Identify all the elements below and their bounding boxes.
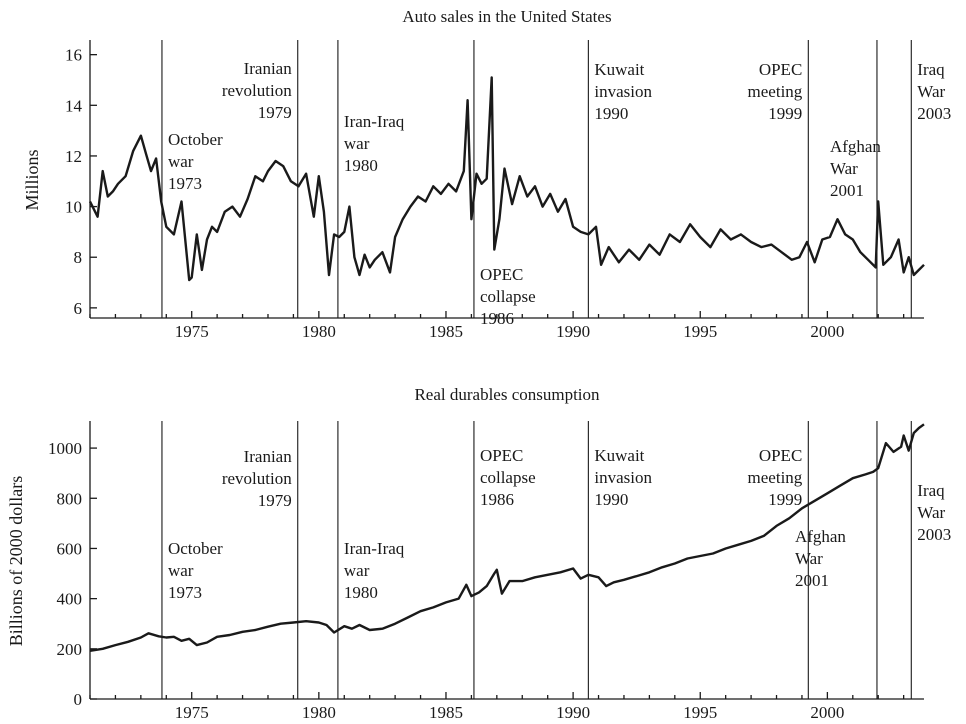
- y-tick-label: 14: [65, 96, 83, 115]
- event-label-line: collapse: [480, 468, 536, 487]
- event-label-line: 2001: [795, 571, 829, 590]
- event-label-line: 1973: [168, 174, 202, 193]
- x-tick-label: 1980: [302, 322, 336, 341]
- y-axis-label: Billions of 2000 dollars: [6, 476, 26, 647]
- event-label-line: war: [344, 134, 370, 153]
- chart-title: Auto sales in the United States: [402, 7, 611, 26]
- durables-consumption-chart: Real durables consumption Billions of 200…: [6, 385, 951, 722]
- event-label-line: War: [917, 82, 945, 101]
- event-label: OPEC collapse 1986: [480, 265, 536, 328]
- x-tick-label: 1995: [683, 322, 717, 341]
- event-label: Kuwait invasion 1990: [594, 446, 652, 509]
- event-label-line: War: [917, 503, 945, 522]
- event-label-line: Iraq: [917, 481, 945, 500]
- y-tick-label: 8: [74, 248, 83, 267]
- event-label-line: 2003: [917, 104, 951, 123]
- event-label: Iraq War 2003: [917, 481, 951, 544]
- event-label: Iraq War 2003: [917, 60, 951, 123]
- x-tick-label: 2000: [810, 322, 844, 341]
- x-tick-label: 1975: [175, 703, 209, 722]
- event-label: Afghan War 2001: [830, 137, 881, 200]
- event-label-line: 1990: [594, 104, 628, 123]
- event-label-line: 1999: [768, 490, 802, 509]
- x-tick-label: 1975: [175, 322, 209, 341]
- y-tick-label: 1000: [48, 439, 82, 458]
- event-label-line: 1979: [258, 103, 292, 122]
- x-tick-label: 1990: [556, 322, 590, 341]
- x-tick-label: 1990: [556, 703, 590, 722]
- event-label: Iranian revolution 1979: [222, 59, 292, 122]
- series-line: [88, 76, 925, 282]
- event-label-line: collapse: [480, 287, 536, 306]
- event-label-line: Kuwait: [594, 446, 644, 465]
- y-tick-label: 16: [65, 46, 82, 65]
- event-label-line: War: [795, 549, 823, 568]
- series-line: [89, 423, 925, 652]
- event-label-line: Afghan: [830, 137, 881, 156]
- x-tick-label: 1985: [429, 703, 463, 722]
- event-label: Afghan War 2001: [795, 527, 846, 590]
- event-label-line: 1986: [480, 309, 514, 328]
- y-tick-label: 600: [57, 539, 83, 558]
- event-label-line: meeting: [748, 82, 803, 101]
- event-label-line: Iran-Iraq: [344, 539, 405, 558]
- event-label-line: War: [830, 159, 858, 178]
- event-label-line: OPEC: [480, 265, 523, 284]
- event-label-line: Afghan: [795, 527, 846, 546]
- event-label: Iran-Iraq war 1980: [344, 112, 405, 175]
- y-tick-label: 6: [74, 299, 83, 318]
- event-label: OPEC meeting 1999: [748, 446, 803, 509]
- event-label-line: OPEC: [480, 446, 523, 465]
- y-tick-label: 0: [74, 690, 83, 709]
- event-label: October war 1973: [168, 130, 223, 193]
- event-label-line: invasion: [594, 82, 652, 101]
- event-label-line: OPEC: [759, 60, 802, 79]
- event-label-line: war: [168, 152, 194, 171]
- event-label-line: invasion: [594, 468, 652, 487]
- event-label: Iranian revolution 1979: [222, 447, 292, 510]
- event-label-line: 2003: [917, 525, 951, 544]
- event-label-line: 1999: [768, 104, 802, 123]
- y-tick-label: 12: [65, 147, 82, 166]
- event-label-line: Iraq: [917, 60, 945, 79]
- x-tick-label: 1980: [302, 703, 336, 722]
- event-label-line: war: [344, 561, 370, 580]
- event-label: Kuwait invasion 1990: [594, 60, 652, 123]
- event-label-line: 1980: [344, 583, 378, 602]
- event-label-line: revolution: [222, 469, 292, 488]
- event-label: OPEC collapse 1986: [480, 446, 536, 509]
- event-label-line: October: [168, 130, 223, 149]
- y-tick-label: 10: [65, 198, 82, 217]
- chart-title: Real durables consumption: [414, 385, 600, 404]
- event-label-line: 1973: [168, 583, 202, 602]
- event-label: October war 1973: [168, 539, 223, 602]
- event-label-line: meeting: [748, 468, 803, 487]
- event-label-line: Iran-Iraq: [344, 112, 405, 131]
- event-label-line: revolution: [222, 81, 292, 100]
- event-label-line: Iranian: [244, 59, 293, 78]
- x-tick-label: 2000: [810, 703, 844, 722]
- event-label-line: 1990: [594, 490, 628, 509]
- event-label-line: October: [168, 539, 223, 558]
- event-label-line: 1986: [480, 490, 514, 509]
- event-label-line: Iranian: [244, 447, 293, 466]
- y-tick-label: 200: [57, 640, 83, 659]
- y-axis-label: Millions: [22, 149, 42, 210]
- event-label-line: OPEC: [759, 446, 802, 465]
- x-tick-label: 1995: [683, 703, 717, 722]
- x-tick-label: 1985: [429, 322, 463, 341]
- y-tick-label: 800: [57, 489, 83, 508]
- event-label: Iran-Iraq war 1980: [344, 539, 405, 602]
- event-label-line: war: [168, 561, 194, 580]
- event-label-line: 1980: [344, 156, 378, 175]
- event-label-line: 1979: [258, 491, 292, 510]
- event-label: OPEC meeting 1999: [748, 60, 803, 123]
- y-tick-label: 400: [57, 590, 83, 609]
- event-label-line: Kuwait: [594, 60, 644, 79]
- event-label-line: 2001: [830, 181, 864, 200]
- auto-sales-chart: Auto sales in the United States Millions 6…: [22, 7, 951, 341]
